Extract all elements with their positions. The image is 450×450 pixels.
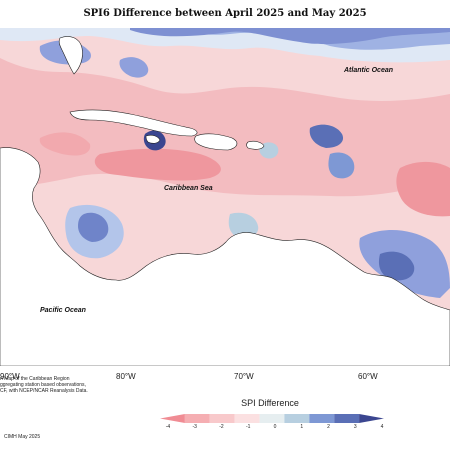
legend-tick-label: 1 [300, 424, 304, 430]
lon-label-60w: 60°W [358, 372, 378, 381]
map-title: SPI6 Difference between April 2025 and M… [83, 8, 367, 19]
footer-note-line3: CF, with NCEP/NCAR Reanalysis Data. [0, 388, 88, 394]
puerto-rico [246, 140, 265, 150]
blue-patch-venezuela-deep [378, 251, 415, 281]
legend-tick-label: 0 [273, 424, 277, 430]
land-masses [0, 36, 450, 366]
blue-patch-antilles [309, 124, 344, 148]
footer-note-line2: ggregating station based observations, [0, 382, 86, 388]
anomaly-fields [0, 28, 450, 298]
legend-tick-label: 3 [353, 424, 357, 430]
legend-title: SPI Difference [241, 398, 299, 408]
legend-swatch [184, 414, 210, 423]
legend-swatch [309, 414, 335, 423]
footer-note-line1: n Map of the Caribbean Region [0, 376, 70, 382]
legend-swatch [234, 414, 260, 423]
jamaica [145, 134, 161, 144]
legend-tick-label: -3 [192, 424, 197, 430]
legend-ticks: -4 -3 -2 -1 0 1 2 3 4 [160, 424, 390, 432]
blue-patch-nicaragua-inner [78, 212, 109, 242]
blue-patch-windward [328, 152, 355, 179]
legend-tick-label: -2 [219, 424, 224, 430]
atlantic-label: Atlantic Ocean [343, 67, 393, 74]
legend-tick-label: 2 [327, 424, 330, 430]
pacific-label: Pacific Ocean [40, 307, 86, 314]
lon-label-70w: 70°W [234, 372, 254, 381]
caribbean-label: Caribbean Sea [164, 185, 213, 192]
legend-swatch [284, 414, 310, 423]
lon-label-80w: 80°W [116, 372, 136, 381]
blue-patch-colombia [228, 212, 259, 239]
mainland-central-south-america [0, 147, 450, 366]
legend-swatches [160, 414, 384, 423]
legend-tick-label: 4 [380, 424, 384, 430]
legend-swatch [359, 414, 384, 423]
legend-colorbar-svg [160, 414, 384, 423]
cuba [69, 109, 198, 137]
legend-tick-label: -1 [246, 424, 251, 430]
map-labels: Atlantic Ocean Caribbean Sea Pacific Oce… [40, 67, 393, 314]
map-canvas: Atlantic Ocean Caribbean Sea Pacific Oce… [0, 28, 450, 366]
legend-swatch [160, 414, 185, 423]
blue-band-deep [130, 28, 450, 45]
deep-pink-east [396, 161, 450, 217]
footer-note: n Map of the Caribbean Region ggregating… [0, 376, 120, 394]
legend-swatch [259, 414, 285, 423]
pink-patch-yucatan [39, 132, 91, 156]
legend-swatch [334, 414, 360, 423]
florida [58, 36, 83, 75]
lon-label-90w: 90°W [0, 372, 20, 381]
legend-swatch [209, 414, 235, 423]
footer-credit: CIMH May 2025 [4, 434, 41, 440]
deep-pink-caribbean [94, 148, 221, 181]
legend-tick-label: -4 [165, 424, 171, 430]
blue-patch-bahamas [119, 57, 149, 78]
spi-map: Atlantic Ocean Caribbean Sea Pacific Oce… [0, 28, 450, 366]
hispaniola [194, 133, 238, 151]
legend-colorbar [152, 412, 392, 431]
